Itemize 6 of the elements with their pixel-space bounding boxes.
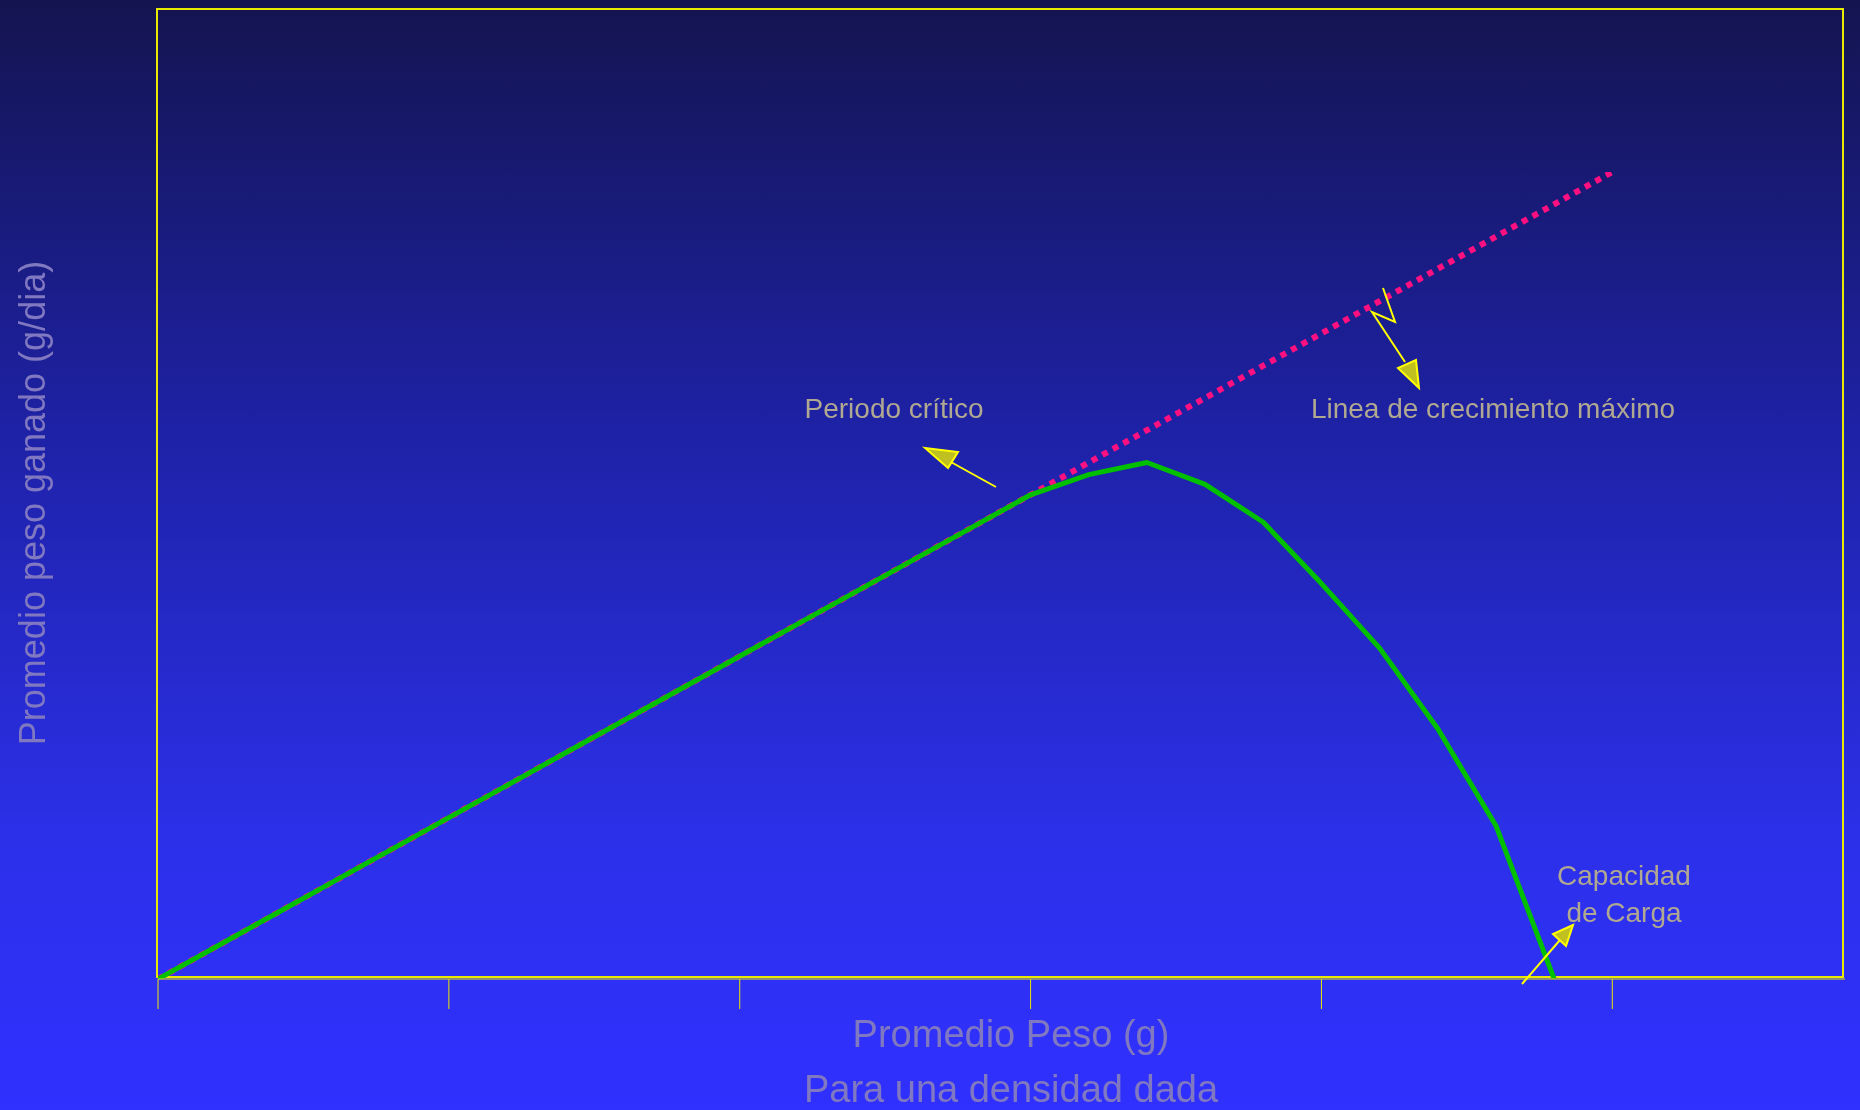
text: Para una densidad dada	[802, 1068, 1220, 1110]
y-axis-title: Promedio peso ganado (g/dia)	[12, 259, 54, 748]
annotation: Periodo crítico	[803, 392, 985, 426]
annotation: Capacidad de Carga	[1556, 859, 1692, 930]
x-axis-title: Promedio Peso (g)	[851, 1013, 1171, 1056]
annotation: Linea de crecimiento máximo	[1309, 392, 1677, 426]
